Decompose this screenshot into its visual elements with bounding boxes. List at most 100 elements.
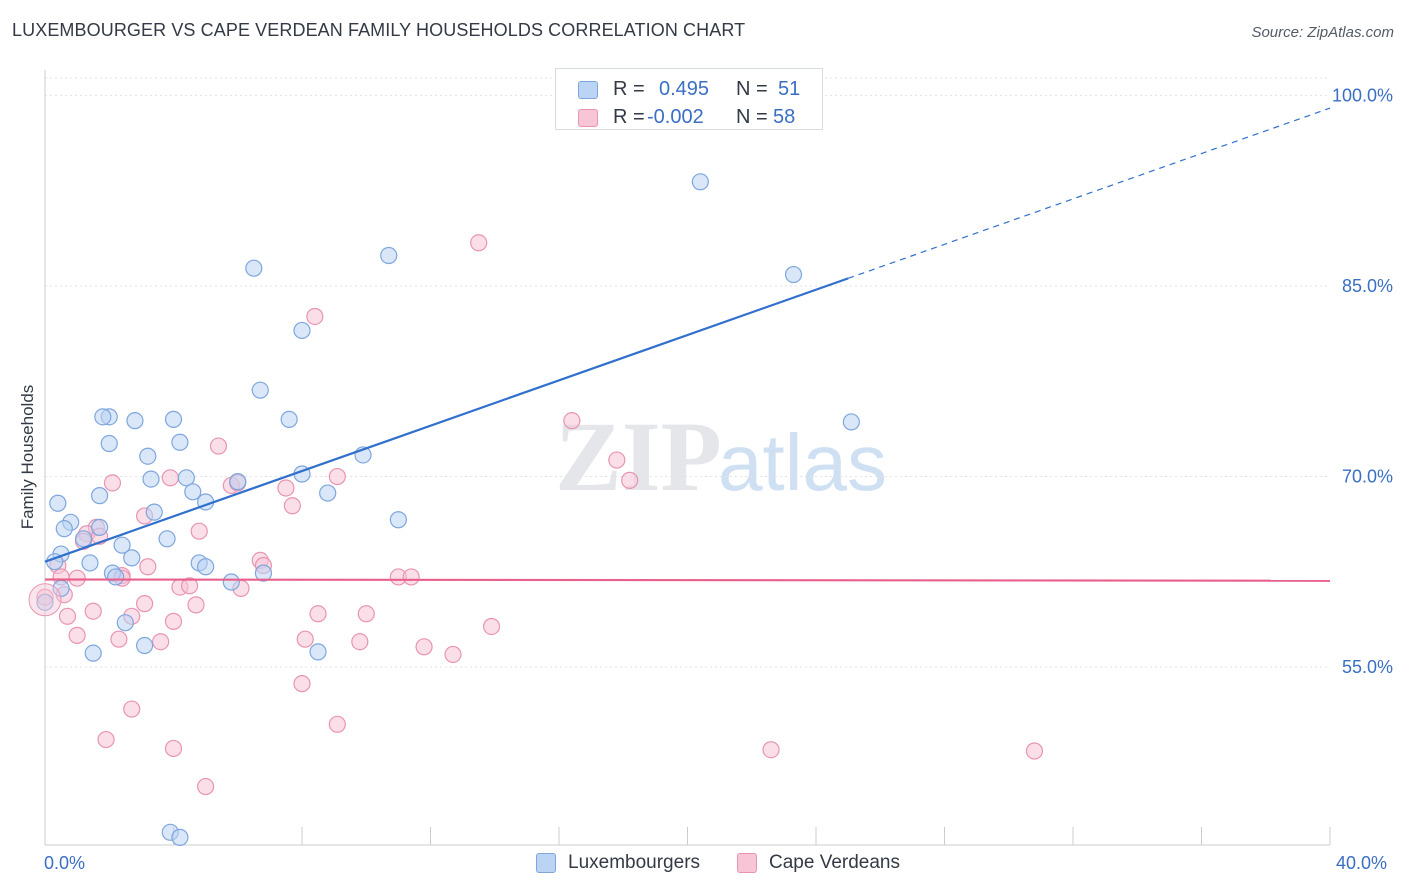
legend-n-value: 51: [778, 78, 801, 100]
luxembourger-point: [784, 265, 803, 284]
luxembourger-point: [113, 536, 131, 554]
cape-verdean-point: [190, 522, 208, 540]
cape-verdean-point: [328, 467, 346, 486]
cape-verdean-point: [470, 234, 488, 252]
legend-r-value: 0.495: [659, 78, 710, 100]
luxembourger-point: [164, 410, 183, 428]
legend-row-luxembourgers: R = 0.495 N = 51: [556, 75, 822, 103]
luxembourger-point: [842, 413, 860, 431]
cape-verdean-point: [328, 715, 346, 733]
cape-verdean-point: [164, 739, 183, 758]
bottom-legend-swatch-pink: [737, 853, 757, 873]
legend-n-label: N =: [736, 106, 768, 128]
luxembourger-point: [309, 643, 327, 661]
luxembourger-point: [245, 259, 263, 277]
luxembourger-point: [126, 412, 144, 430]
luxembourger-point: [116, 614, 134, 632]
luxembourger-point: [100, 434, 118, 453]
cape-verdean-point: [84, 602, 102, 620]
luxembourger-point: [184, 483, 202, 501]
luxembourger-point: [139, 447, 157, 465]
cape-verdean-point: [68, 626, 86, 644]
luxembourger-point: [280, 410, 298, 428]
luxembourger-point: [691, 173, 709, 191]
luxembourger-point: [222, 573, 240, 591]
luxembourger-point: [91, 518, 109, 536]
chart-title: LUXEMBOURGER VS CAPE VERDEAN FAMILY HOUS…: [12, 20, 746, 40]
cape-verdean-point: [68, 569, 86, 587]
luxembourger-trendline-extension: [847, 107, 1331, 279]
legend-r-label: R =: [613, 78, 645, 100]
cape-verdean-point: [58, 607, 77, 625]
legend-n-label: N =: [736, 78, 768, 100]
legend-swatch-blue: [578, 81, 598, 99]
luxembourger-point: [107, 568, 125, 586]
cape-verdean-point: [187, 596, 205, 614]
legend-row-cape-verdeans: R = -0.002 N = 58: [556, 103, 822, 131]
cape-verdean-point: [309, 605, 327, 623]
cape-verdean-point: [762, 741, 780, 759]
chart-source: Source: ZipAtlas.com: [1251, 24, 1394, 41]
luxembourger-point: [36, 593, 54, 611]
bottom-legend-swatch-blue: [536, 853, 556, 873]
cape-verdean-point: [164, 612, 183, 630]
luxembourger-point: [319, 484, 337, 502]
luxembourger-point: [84, 644, 102, 662]
cape-verdean-point: [357, 605, 375, 623]
bottom-legend-label: Cape Verdeans: [769, 852, 900, 873]
luxembourger-point: [74, 530, 93, 548]
cape-verdean-point: [621, 471, 639, 489]
cape-verdean-trendline: [44, 578, 1331, 582]
luxembourger-point: [254, 564, 273, 582]
correlation-legend: R = 0.495 N = 51 R = -0.002 N = 58: [555, 68, 823, 130]
cape-verdean-point: [277, 479, 295, 497]
legend-r-value: -0.002: [647, 106, 704, 128]
luxembourger-point: [380, 246, 398, 265]
cape-verdean-point: [110, 630, 128, 648]
x-tick-label-min: 0.0%: [44, 853, 86, 873]
legend-swatch-pink: [578, 109, 598, 127]
luxembourger-point: [135, 636, 154, 655]
cape-verdean-point: [283, 497, 301, 515]
cape-verdean-point: [1025, 742, 1044, 760]
cape-verdean-point: [97, 730, 115, 749]
cape-verdean-point: [293, 675, 311, 693]
cape-verdean-point: [180, 577, 199, 595]
legend-n-value: 58: [773, 106, 796, 128]
y-tick-label: 85.0%: [1342, 276, 1393, 296]
cape-verdean-point: [402, 568, 420, 586]
y-tick-label: 100.0%: [1332, 85, 1393, 105]
luxembourger-point: [293, 321, 311, 340]
luxembourger-point: [389, 511, 407, 529]
luxembourger-point: [49, 494, 67, 512]
cape-verdean-point: [161, 469, 179, 487]
legend-r-label: R =: [613, 106, 645, 128]
luxembourger-point: [229, 473, 247, 491]
cape-verdean-point: [563, 412, 581, 430]
luxembourger-point: [81, 554, 99, 572]
watermark-atlas: atlas: [718, 418, 887, 507]
cape-verdean-point: [415, 638, 433, 656]
cape-verdean-point: [306, 307, 324, 326]
cape-verdean-point: [135, 595, 154, 613]
cape-verdean-point: [482, 617, 501, 636]
cluster-point: [28, 583, 62, 617]
cape-verdean-point: [444, 645, 462, 664]
cape-verdean-point: [351, 633, 369, 651]
luxembourger-point: [171, 433, 189, 451]
watermark-zip: ZIP: [555, 401, 722, 512]
luxembourger-point: [171, 828, 189, 846]
cape-verdean-point: [209, 437, 228, 455]
luxembourger-point: [177, 469, 195, 487]
luxembourger-point: [145, 503, 163, 521]
luxembourger-point: [91, 487, 109, 505]
cape-verdean-point: [152, 633, 170, 651]
y-tick-label: 70.0%: [1342, 467, 1393, 487]
y-tick-label: 55.0%: [1342, 657, 1393, 677]
luxembourger-point: [197, 558, 215, 576]
cape-verdean-point: [139, 558, 157, 576]
cape-verdean-point: [197, 777, 215, 796]
cape-verdean-point: [103, 474, 122, 492]
luxembourger-point: [251, 381, 269, 399]
